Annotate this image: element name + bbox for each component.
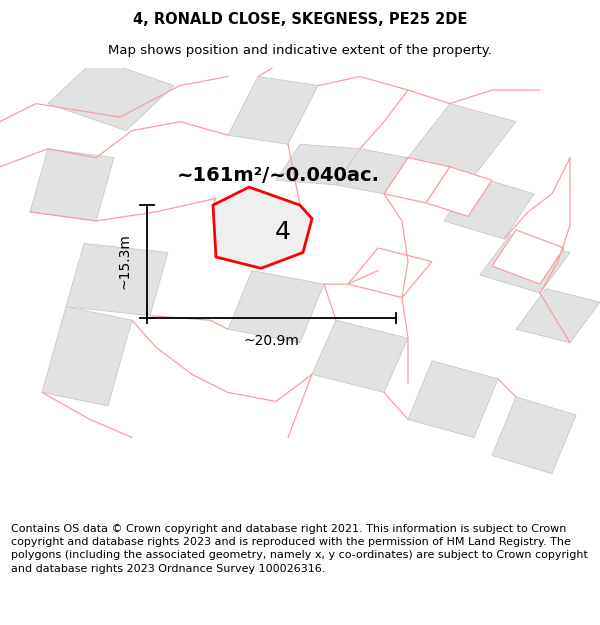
Polygon shape: [30, 149, 114, 221]
Text: 4: 4: [275, 220, 291, 244]
Polygon shape: [426, 167, 492, 216]
Polygon shape: [444, 176, 534, 239]
Text: Map shows position and indicative extent of the property.: Map shows position and indicative extent…: [108, 44, 492, 57]
Polygon shape: [66, 244, 168, 316]
Polygon shape: [492, 230, 564, 284]
Polygon shape: [42, 307, 132, 406]
Polygon shape: [228, 76, 318, 144]
Polygon shape: [348, 248, 432, 298]
Polygon shape: [312, 320, 408, 392]
Polygon shape: [384, 158, 450, 203]
Polygon shape: [408, 104, 516, 176]
Polygon shape: [213, 187, 312, 268]
Text: Contains OS data © Crown copyright and database right 2021. This information is : Contains OS data © Crown copyright and d…: [11, 524, 587, 574]
Polygon shape: [480, 234, 570, 293]
Polygon shape: [492, 397, 576, 474]
Text: ~15.3m: ~15.3m: [117, 234, 131, 289]
Polygon shape: [336, 149, 408, 194]
Text: 4, RONALD CLOSE, SKEGNESS, PE25 2DE: 4, RONALD CLOSE, SKEGNESS, PE25 2DE: [133, 12, 467, 27]
Polygon shape: [516, 289, 600, 342]
Polygon shape: [228, 271, 324, 342]
Text: ~161m²/~0.040ac.: ~161m²/~0.040ac.: [177, 166, 380, 185]
Polygon shape: [408, 361, 498, 438]
Polygon shape: [48, 59, 174, 131]
Text: ~20.9m: ~20.9m: [244, 334, 299, 348]
Polygon shape: [276, 144, 360, 185]
